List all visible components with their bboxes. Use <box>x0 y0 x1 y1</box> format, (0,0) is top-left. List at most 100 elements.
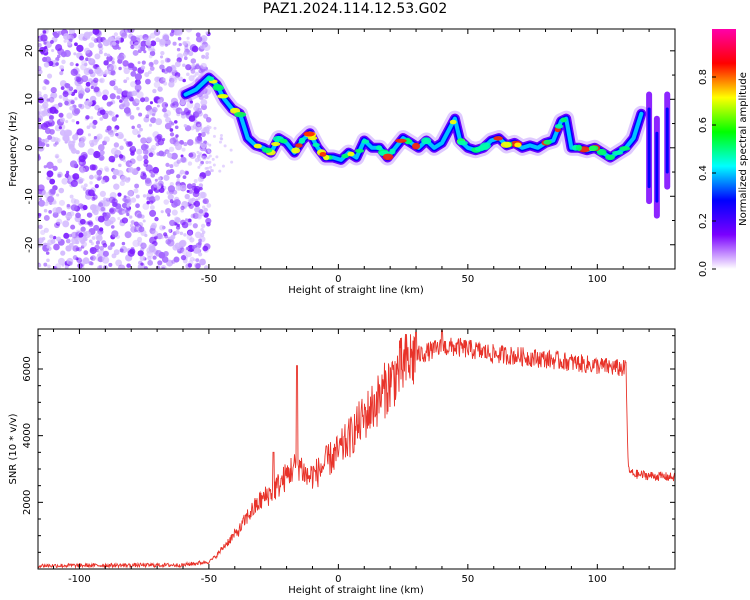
noise-dot <box>112 201 118 207</box>
noise-dot <box>165 238 172 245</box>
noise-dot <box>170 97 178 105</box>
noise-dot <box>43 62 50 68</box>
noise-dot <box>60 51 67 58</box>
noise-dot <box>58 187 65 194</box>
noise-dot <box>52 211 59 218</box>
noise-dot <box>100 206 106 212</box>
noise-dot <box>85 115 90 120</box>
noise-dot <box>178 29 184 34</box>
noise-dot <box>113 32 119 37</box>
noise-dot <box>149 205 155 210</box>
noise-dot <box>185 246 190 251</box>
noise-dot <box>140 45 146 52</box>
noise-dot <box>230 160 234 164</box>
noise-dot <box>144 72 150 78</box>
noise-dot <box>190 69 196 74</box>
noise-dot <box>206 221 211 227</box>
noise-dot <box>58 94 63 99</box>
noise-dot <box>86 125 91 130</box>
noise-dot <box>149 200 154 205</box>
noise-dot <box>168 81 175 88</box>
noise-dot <box>169 32 174 37</box>
noise-dot <box>189 237 195 243</box>
noise-dot <box>122 89 129 96</box>
noise-dot <box>86 99 93 107</box>
noise-dot <box>63 33 70 40</box>
noise-dot <box>140 173 147 180</box>
noise-dot <box>45 251 50 255</box>
noise-dot <box>111 41 117 46</box>
x-tick-label: 50 <box>461 574 474 585</box>
noise-dot <box>174 217 181 224</box>
noise-dot <box>203 113 209 119</box>
noise-dot <box>181 147 186 152</box>
noise-dot <box>202 146 206 150</box>
signal-peak <box>475 146 485 152</box>
signal-peak <box>421 137 432 145</box>
y-tick-label: 2000 <box>22 490 33 515</box>
noise-dot <box>91 236 96 240</box>
noise-dot <box>136 89 140 93</box>
noise-dot <box>229 148 233 152</box>
noise-dot <box>188 115 196 122</box>
noise-dot <box>154 178 158 182</box>
noise-dot <box>180 156 187 163</box>
noise-dot <box>136 123 142 129</box>
noise-dot <box>194 247 201 254</box>
noise-dot <box>89 246 97 255</box>
signal-peak <box>395 138 407 143</box>
noise-dot <box>169 219 176 227</box>
noise-dot <box>142 33 149 41</box>
noise-dot <box>208 160 212 164</box>
noise-dot <box>150 117 157 124</box>
noise-dot <box>184 218 190 224</box>
signal-peak <box>295 143 303 148</box>
noise-dot <box>210 169 214 173</box>
signal-peak <box>303 131 315 137</box>
noise-dot <box>179 239 187 247</box>
noise-dot <box>175 143 183 151</box>
noise-dot <box>75 76 82 83</box>
noise-dot <box>175 229 180 235</box>
noise-dot <box>147 189 154 195</box>
signal-peak <box>341 153 350 159</box>
signal-peak <box>612 150 624 156</box>
noise-dot <box>188 152 194 158</box>
noise-dot <box>149 32 156 39</box>
noise-dot <box>46 161 54 169</box>
noise-dot <box>205 117 212 123</box>
noise-dot <box>109 93 116 100</box>
noise-dot <box>148 54 153 59</box>
noise-dot <box>38 65 42 72</box>
noise-dot <box>144 179 152 187</box>
noise-dot <box>162 33 170 41</box>
noise-dot <box>162 107 167 113</box>
noise-dot <box>182 78 186 83</box>
noise-dot <box>42 30 47 34</box>
noise-dot <box>153 81 161 88</box>
noise-dot <box>191 45 199 53</box>
noise-dot <box>142 149 149 155</box>
noise-dot <box>79 55 85 61</box>
noise-dot <box>134 222 140 228</box>
signal-peak <box>389 148 396 155</box>
noise-dot <box>167 152 173 158</box>
noise-dot <box>134 98 138 102</box>
noise-dot <box>42 102 49 109</box>
signal-peak <box>543 139 552 145</box>
noise-dot <box>145 114 150 119</box>
noise-dot <box>143 116 150 123</box>
noise-dot <box>126 263 131 268</box>
noise-dot <box>53 143 57 147</box>
noise-dot <box>141 60 146 65</box>
noise-dot <box>118 133 125 140</box>
noise-dot <box>56 54 61 59</box>
noise-dot <box>52 207 59 214</box>
noise-dot <box>91 100 97 106</box>
noise-dot <box>89 116 94 120</box>
noise-dot <box>98 227 104 232</box>
noise-dot <box>136 106 140 111</box>
signal-peak <box>253 143 262 149</box>
noise-dot <box>78 155 86 163</box>
